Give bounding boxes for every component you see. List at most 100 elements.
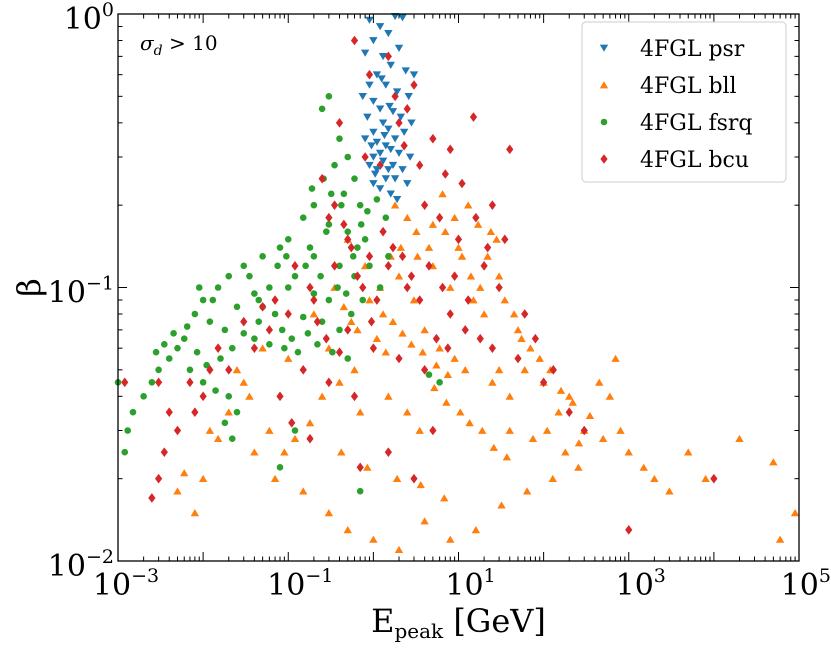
data-point xyxy=(281,344,288,352)
x-axis-label-main: E xyxy=(371,602,394,640)
data-point xyxy=(347,310,355,318)
data-point xyxy=(375,105,385,113)
data-point xyxy=(330,261,339,271)
data-point xyxy=(480,261,488,271)
data-point xyxy=(170,330,177,337)
data-point xyxy=(161,340,168,348)
data-point xyxy=(428,220,438,228)
data-point xyxy=(568,398,577,406)
data-point xyxy=(509,310,519,318)
data-point xyxy=(522,487,532,495)
data-point xyxy=(556,386,566,394)
sigma-symbol: σ xyxy=(140,31,155,55)
data-point xyxy=(306,433,314,444)
data-point xyxy=(381,81,391,89)
data-point xyxy=(225,365,233,375)
data-point xyxy=(199,391,207,402)
data-point xyxy=(325,93,333,100)
data-point xyxy=(639,463,648,471)
data-point xyxy=(389,242,397,253)
data-point xyxy=(350,391,359,402)
data-point xyxy=(217,355,224,362)
data-point xyxy=(340,219,348,230)
data-point xyxy=(388,161,398,169)
data-point xyxy=(340,190,348,198)
data-point xyxy=(356,201,364,209)
data-point xyxy=(549,365,557,375)
series-4fgl-psr xyxy=(358,13,419,204)
data-point xyxy=(611,354,620,362)
data-point xyxy=(367,142,376,150)
data-point xyxy=(412,227,421,236)
legend-entry: 4FGL bcu xyxy=(600,148,749,173)
data-point xyxy=(432,361,441,369)
data-point xyxy=(255,318,263,325)
data-point xyxy=(335,118,344,128)
data-point xyxy=(461,325,469,335)
data-point xyxy=(388,317,398,326)
data-point xyxy=(390,201,400,209)
data-point xyxy=(313,316,321,327)
x-axis-label-sub: peak xyxy=(394,619,444,643)
data-point xyxy=(710,473,718,484)
data-point xyxy=(228,344,236,352)
data-point xyxy=(331,161,338,169)
data-point xyxy=(403,180,412,188)
data-point xyxy=(367,316,376,327)
data-point xyxy=(325,221,333,228)
data-point xyxy=(425,261,433,271)
points-layer xyxy=(114,13,800,554)
data-point xyxy=(266,284,273,291)
data-point xyxy=(494,366,504,374)
data-point xyxy=(454,234,463,245)
data-point xyxy=(399,128,409,136)
data-point xyxy=(310,295,318,305)
data-point xyxy=(165,407,173,417)
data-point xyxy=(347,242,355,253)
data-point xyxy=(476,283,485,291)
data-point xyxy=(259,253,266,260)
data-point xyxy=(233,303,241,311)
x-tick-label: 10−3 xyxy=(93,565,159,603)
data-point xyxy=(513,326,523,334)
sigma-subscript: d xyxy=(154,43,163,59)
data-point xyxy=(398,14,407,22)
data-point xyxy=(416,160,424,171)
data-point xyxy=(373,295,381,305)
data-point xyxy=(386,190,395,198)
legend-marker xyxy=(599,81,609,89)
data-point xyxy=(616,426,625,434)
data-point xyxy=(369,37,378,45)
data-point xyxy=(384,447,392,457)
data-point xyxy=(458,178,466,189)
legend-entry: 4FGL bll xyxy=(599,74,737,99)
data-point xyxy=(465,419,474,427)
data-point xyxy=(398,329,407,337)
legend-marker xyxy=(600,118,608,126)
data-point xyxy=(347,317,356,326)
data-point xyxy=(379,226,387,237)
legend: 4FGL psr 4FGL bll 4FGL fsrq 4FGL bcu xyxy=(581,21,787,183)
y-tick-label: 10−1 xyxy=(48,273,114,311)
data-point xyxy=(350,366,359,374)
data-point xyxy=(306,244,314,251)
data-point xyxy=(245,392,254,400)
data-point xyxy=(369,343,377,353)
data-point xyxy=(364,207,371,215)
data-point xyxy=(376,284,384,291)
data-point xyxy=(183,323,191,330)
data-point xyxy=(381,175,391,183)
data-point xyxy=(318,173,326,184)
data-point xyxy=(310,290,318,297)
data-point xyxy=(484,242,492,253)
data-point xyxy=(476,333,484,344)
data-point xyxy=(392,474,402,483)
data-point xyxy=(343,526,352,534)
data-point xyxy=(384,392,393,400)
x-tick-label: 101 xyxy=(445,565,495,603)
data-point xyxy=(388,108,398,116)
data-point xyxy=(386,61,395,69)
data-point xyxy=(378,119,388,127)
data-point xyxy=(124,427,131,434)
data-point xyxy=(191,310,199,318)
